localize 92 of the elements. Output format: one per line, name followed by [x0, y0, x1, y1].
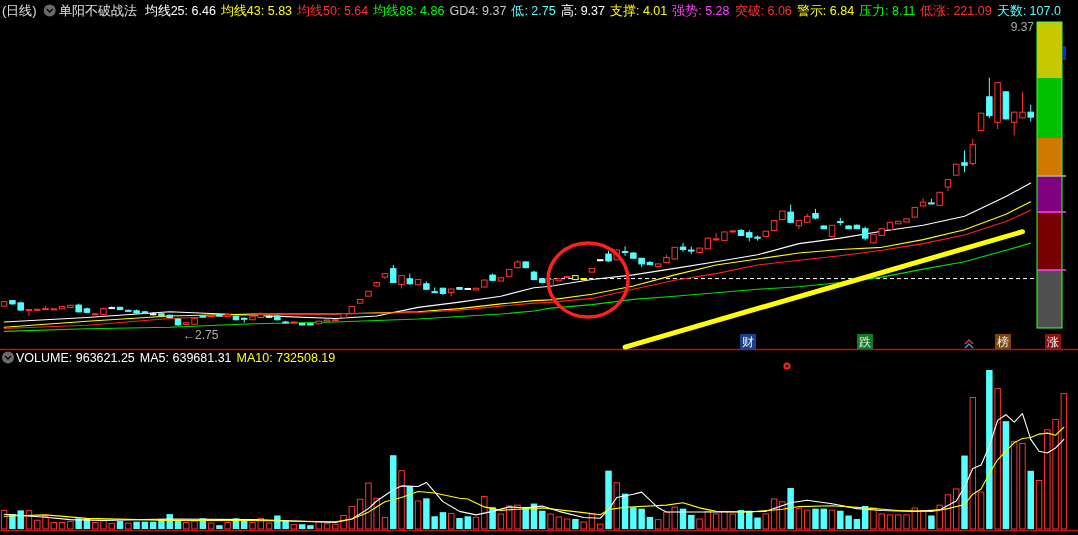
- bar: [472, 516, 480, 530]
- text: 低: 2.75: [511, 4, 556, 18]
- text: 警示: 6.84: [796, 4, 855, 18]
- bar: [688, 514, 695, 529]
- bar: [803, 509, 811, 530]
- bar: [953, 488, 960, 530]
- bar: [58, 521, 66, 530]
- bar: [986, 370, 993, 529]
- bar: [290, 524, 298, 530]
- candlestick: [969, 138, 977, 166]
- bar: [853, 518, 861, 529]
- bar: [0, 509, 8, 530]
- candlestick: [679, 242, 687, 253]
- text: 低涨: 221.09: [920, 4, 992, 18]
- bar: [646, 516, 654, 529]
- bar: [207, 522, 215, 530]
- bar: [588, 513, 596, 530]
- bar: [919, 510, 927, 530]
- bar: [67, 520, 74, 530]
- bar: [795, 508, 803, 530]
- bar: [381, 517, 389, 530]
- bar: [613, 482, 621, 530]
- bar: [572, 518, 579, 529]
- bar: [812, 508, 819, 529]
- chart-title: 单阳不破战法: [58, 3, 137, 18]
- bar: [605, 470, 612, 529]
- bar: [125, 522, 132, 530]
- text: 均线88: 4.86: [372, 4, 445, 18]
- candlestick: [265, 314, 273, 319]
- bar: [969, 397, 977, 530]
- bar: [481, 496, 488, 530]
- bar: [298, 524, 306, 529]
- candlestick: [25, 308, 33, 317]
- bar: [762, 513, 770, 530]
- bar: [828, 509, 836, 530]
- bar: [116, 521, 124, 529]
- bar: [323, 523, 331, 530]
- bar: [414, 500, 422, 530]
- bar: [886, 514, 894, 530]
- bar: [961, 455, 968, 529]
- text: VOLUME: 963621.25: [16, 351, 135, 365]
- annotation: ←2.75: [183, 327, 219, 342]
- bar: [1002, 421, 1010, 529]
- bar: [464, 516, 471, 529]
- bar: [977, 491, 985, 530]
- bar: [25, 510, 33, 530]
- text: GD4: 9.37: [449, 4, 507, 18]
- bar: [820, 508, 827, 529]
- bar: [936, 504, 943, 530]
- bar: [497, 513, 505, 530]
- text: 均线43: 5.83: [219, 4, 293, 18]
- bar: [456, 518, 463, 529]
- bar: [1035, 480, 1043, 530]
- bar: [174, 521, 182, 529]
- bar: [133, 521, 140, 529]
- bar: [770, 498, 778, 530]
- bar: [439, 512, 447, 529]
- text: 支撑: 4.01: [609, 4, 668, 18]
- candlestick: [787, 204, 794, 224]
- bar: [994, 388, 1001, 530]
- bar: [398, 470, 405, 530]
- bar: [265, 522, 273, 530]
- bar: [307, 525, 314, 529]
- text: 压力: 8.11: [859, 4, 916, 18]
- bar: [447, 512, 455, 530]
- bar: [597, 523, 604, 530]
- bar: [315, 521, 322, 530]
- text: MA5: 639681.31: [139, 351, 232, 365]
- candlestick: [986, 77, 993, 119]
- bar: [787, 487, 794, 529]
- bar: [563, 518, 571, 530]
- text: 均线25: 6.46: [143, 4, 216, 18]
- bar: [779, 501, 786, 530]
- candlestick: [919, 197, 927, 207]
- bar: [539, 510, 546, 529]
- text: 均线50: 5.64: [296, 4, 369, 18]
- text: 高: 9.37: [560, 3, 606, 18]
- chart-subtitle: (日线): [2, 3, 37, 18]
- text: 9.37: [1010, 20, 1035, 34]
- text: MA10: 732508.19: [236, 351, 336, 365]
- bar: [216, 525, 223, 529]
- text: 天数: 107.0: [996, 4, 1061, 18]
- text: 突破: 6.06: [734, 4, 792, 18]
- candlestick: [961, 149, 968, 173]
- bar: [944, 494, 952, 530]
- bar: [754, 517, 761, 529]
- bar: [928, 515, 935, 529]
- bar: [224, 521, 231, 530]
- bar: [1027, 470, 1034, 529]
- candlestick: [621, 245, 629, 257]
- bar: [580, 521, 587, 530]
- text: 强势: 5.28: [672, 4, 730, 18]
